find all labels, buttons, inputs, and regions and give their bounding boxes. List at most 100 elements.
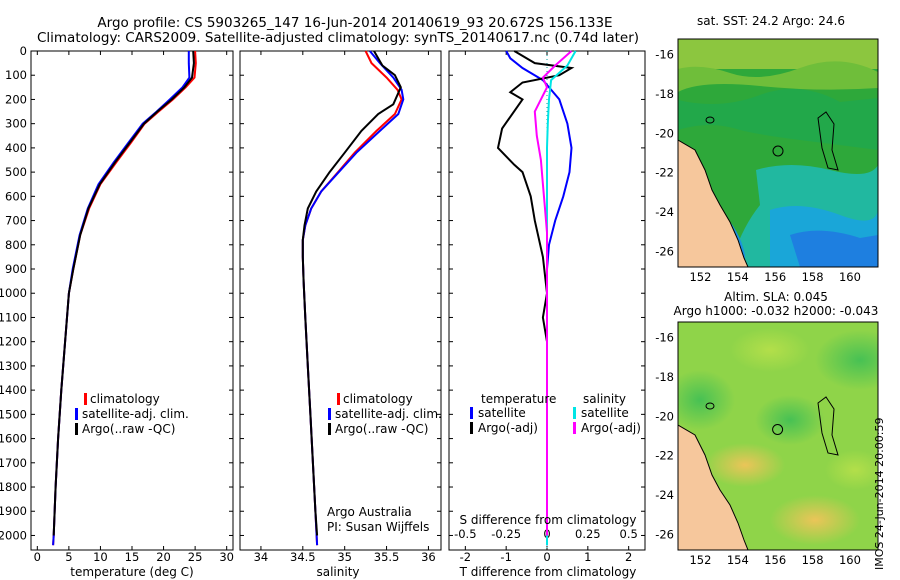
sla-map-title-2: Argo h1000: -0.032 h2000: -0.043 — [674, 304, 879, 318]
salinity-xlabel: salinity — [316, 565, 359, 579]
series-line-salinity-argo-adj- — [533, 50, 573, 536]
legend-label-climatology: climatology — [343, 392, 413, 406]
x-tick-label: 2 — [625, 550, 632, 564]
series-line-satellite-adj-clim- — [301, 50, 405, 546]
depth-tick-label: 1800 — [0, 480, 27, 494]
legend-swatch-satellite — [328, 408, 331, 420]
sla-map-frame — [677, 321, 879, 551]
map-x-tick-label: 160 — [839, 553, 861, 567]
legend-swatch-climatology — [84, 393, 87, 405]
sst-map-field — [678, 39, 878, 267]
legend-swatch-satellite — [75, 408, 78, 420]
map-y-tick-label: -18 — [655, 370, 674, 384]
depth-tick-label: 500 — [5, 165, 27, 179]
legend-swatch-argo — [75, 423, 78, 435]
series-line-climatology — [52, 50, 197, 546]
sst-map-frame — [677, 38, 879, 268]
x-tick-label: 35.5 — [374, 550, 400, 564]
header-line-2: Climatology: CARS2009. Satellite-adjuste… — [37, 30, 639, 46]
sla-low-patch — [678, 370, 735, 430]
depth-tick-label: 200 — [5, 92, 27, 106]
salinity-legend: climatology satellite-adj. clim. Argo(..… — [327, 392, 442, 534]
legend-swatch-argo — [328, 423, 331, 435]
map-x-tick-label: 152 — [689, 553, 711, 567]
x-tick-label: 0 — [34, 550, 41, 564]
temperature-xlabel: temperature (deg C) — [70, 565, 193, 579]
map-y-tick-label: -26 — [655, 244, 674, 258]
legend-label-argo: Argo(..raw -QC) — [82, 422, 175, 436]
imos-timestamp: IMOS 24-Jun-2014 20:00:59 — [873, 417, 886, 570]
depth-tick-label: 1700 — [0, 456, 27, 470]
salinity-panel-frame — [239, 50, 442, 551]
x-tick-label: -1 — [500, 550, 511, 564]
depth-tick-label: 1500 — [0, 407, 27, 421]
depth-tick-label: 2000 — [0, 528, 27, 542]
depth-tick-label: 900 — [5, 262, 27, 276]
x-tick-label: 0 — [543, 550, 550, 564]
series-line-temperature-satellite — [505, 50, 573, 546]
x-tick-label: 34.5 — [290, 550, 316, 564]
map-y-tick-label: -22 — [655, 166, 674, 180]
depth-tick-label: 100 — [5, 68, 27, 82]
legend-label-satellite: satellite-adj. clim. — [335, 407, 442, 421]
x-tick-label: 36 — [421, 550, 436, 564]
sla-low-patch — [815, 330, 878, 390]
depth-tick-label: 0 — [20, 44, 27, 58]
sst-profile-marker — [772, 145, 784, 157]
temperature-panel-frame — [30, 50, 234, 551]
depth-tick-label: 800 — [5, 238, 27, 252]
sst-mid-band — [678, 88, 878, 150]
map-y-tick-label: -20 — [655, 409, 674, 423]
difference-xlabel-top: S difference from climatology — [460, 513, 637, 527]
depth-tick-label: 700 — [5, 214, 27, 228]
x-tick-label: 25 — [188, 550, 203, 564]
sst-land — [678, 139, 749, 267]
difference-xlabel: T difference from climatology — [459, 565, 637, 579]
legend-swatch-s-satellite — [573, 407, 576, 419]
profile-lines-layer — [52, 50, 577, 546]
x-tick-label: 34 — [254, 550, 269, 564]
sla-high-patch — [770, 495, 860, 545]
map-y-tick-label: -24 — [655, 205, 674, 219]
s-tick-label: 0.5 — [620, 527, 638, 541]
sst-reef-outline — [705, 116, 715, 124]
series-line-argo-raw-qc- — [52, 50, 195, 536]
series-line-salinity-satellite — [546, 50, 577, 546]
sla-land — [678, 424, 749, 550]
map-x-tick-label: 156 — [764, 270, 786, 284]
x-tick-label: 5 — [65, 550, 72, 564]
sla-map-title-1: Altim. SLA: 0.045 — [724, 290, 828, 304]
map-y-tick-label: -22 — [655, 449, 674, 463]
legend-label-s-satellite: satellite — [581, 406, 629, 420]
sla-low-patch — [755, 395, 825, 445]
map-y-tick-label: -26 — [655, 527, 674, 541]
depth-tick-label: 1200 — [0, 335, 27, 349]
difference-legend: temperature salinity satellite Argo(-adj… — [470, 392, 641, 435]
map-y-tick-label: -16 — [655, 331, 674, 345]
series-line-temperature-argo-adj- — [496, 50, 575, 536]
legend-swatch-t-satellite — [470, 407, 473, 419]
map-y-tick-label: -20 — [655, 126, 674, 140]
depth-tick-label: 300 — [5, 117, 27, 131]
series-line-satellite-adj-clim- — [52, 51, 191, 546]
x-tick-label: -2 — [460, 550, 471, 564]
sla-reef-outline — [705, 402, 715, 410]
sst-reef-outline — [817, 111, 839, 171]
credit-line-1: Argo Australia — [327, 505, 412, 519]
sla-high-patch — [705, 443, 785, 487]
map-x-tick-label: 152 — [689, 270, 711, 284]
x-tick-label: 20 — [156, 550, 171, 564]
map-x-tick-label: 160 — [839, 270, 861, 284]
map-y-tick-label: -24 — [655, 488, 674, 502]
series-line-argo-raw-qc- — [301, 50, 402, 536]
legend-label-satellite: satellite-adj. clim. — [82, 407, 189, 421]
s-tick-label: -0.25 — [491, 527, 521, 541]
legend-heading-salinity: salinity — [583, 392, 626, 406]
depth-tick-label: 600 — [5, 189, 27, 203]
sla-map-field — [678, 322, 878, 550]
legend-swatch-climatology — [337, 393, 340, 405]
x-tick-label: 1 — [584, 550, 591, 564]
x-tick-label: 10 — [93, 550, 108, 564]
header-line-1: Argo profile: CS 5903265_147 16-Jun-2014… — [97, 15, 612, 31]
depth-tick-label: 1100 — [0, 310, 27, 324]
